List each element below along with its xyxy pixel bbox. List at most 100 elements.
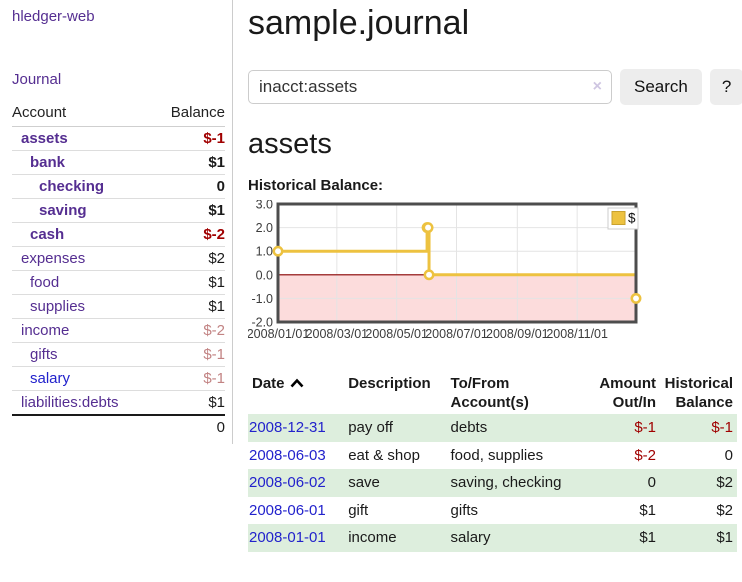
balance-chart-svg: $3.0 2.0 1.0 0.0 -1.0 -2.02008/01/012008/03/0… [247, 197, 642, 341]
accounts-total-row: 0 [12, 414, 225, 439]
date-cell: 2008-06-02 [248, 469, 344, 497]
sidebar-account-row: salary $-1 [12, 366, 225, 391]
register-column-header-balance: Historical Balance [660, 372, 737, 414]
sidebar-account-row: food $1 [12, 270, 225, 295]
account-name-cell: cash [12, 222, 154, 247]
accounts-cell: food, supplies [450, 446, 544, 464]
account-page-title: assets [248, 128, 332, 161]
sidebar-account-row: supplies $1 [12, 294, 225, 319]
app-layout: hledger-web Journal Account Balance asse… [0, 0, 742, 552]
description-cell: eat & shop [348, 446, 420, 464]
sidebar-account-link[interactable]: liabilities:debts [21, 394, 119, 411]
register-column-header-date[interactable]: Date [248, 372, 344, 414]
transaction-date-link[interactable]: 2008-12-31 [249, 419, 326, 437]
svg-text:-1.0: -1.0 [251, 292, 273, 306]
column-header-label: Account(s) [450, 394, 529, 412]
sidebar-account-row: expenses $2 [12, 246, 225, 271]
sidebar-account-link[interactable]: gifts [30, 346, 58, 363]
register-table: Date Description To/From Account(s) Amount Ou… [248, 372, 737, 552]
search-input[interactable] [248, 70, 612, 105]
balance-cell: 0 [724, 446, 733, 464]
account-balance-value: $-2 [153, 318, 225, 343]
amount-cell: $-1 [634, 419, 656, 437]
table-row: 2008-12-31 pay off debts $-1 $-1 [248, 414, 737, 442]
svg-text:2008/05/01: 2008/05/01 [365, 327, 428, 341]
chart-label: Historical Balance: [248, 176, 384, 194]
account-balance-value: $1 [153, 270, 225, 295]
sidebar-account-row: saving $1 [12, 198, 225, 223]
sidebar-account-link[interactable]: cash [30, 226, 65, 243]
amount-cell: $1 [639, 501, 656, 519]
sidebar-account-row: bank $1 [12, 150, 225, 175]
date-cell: 2008-12-31 [248, 414, 344, 442]
sidebar-item-journal[interactable]: Journal [12, 71, 62, 88]
column-header-label: Description [348, 374, 431, 392]
transaction-date-link[interactable]: 2008-06-03 [249, 446, 326, 464]
search-form: × Search ? [248, 69, 742, 106]
sidebar-account-link[interactable]: bank [30, 154, 66, 171]
accounts-header-row: Account Balance [12, 102, 225, 127]
account-name-cell: assets [12, 126, 154, 151]
amount-cell: $1 [639, 529, 656, 547]
sidebar-account-link[interactable]: supplies [30, 298, 86, 315]
description-cell: gift [348, 501, 369, 519]
account-name-cell: saving [12, 198, 154, 223]
date-cell: 2008-06-03 [248, 442, 344, 470]
table-row: 2008-06-03 eat & shop food, supplies $-2 0 [248, 442, 737, 470]
sidebar-account-link[interactable]: checking [39, 178, 105, 195]
accounts-total-value: 0 [153, 414, 225, 439]
sidebar-account-link[interactable]: income [21, 322, 70, 339]
transaction-date-link[interactable]: 2008-06-02 [249, 474, 326, 492]
table-row: 2008-01-01 income salary $1 $1 [248, 524, 737, 552]
svg-text:-2.0: -2.0 [251, 315, 273, 329]
svg-text:2.0: 2.0 [256, 221, 273, 235]
balance-column-header: Balance [153, 102, 225, 127]
date-cell: 2008-06-01 [248, 497, 344, 525]
sidebar-account-link[interactable]: salary [30, 370, 71, 387]
account-name-cell: expenses [12, 246, 154, 271]
register-column-header-accounts: To/From Account(s) [447, 372, 583, 414]
account-name-cell: income [12, 318, 154, 343]
svg-text:2008/01/01: 2008/01/01 [248, 327, 309, 341]
account-name-cell: supplies [12, 294, 154, 319]
svg-text:2008/09/01: 2008/09/01 [486, 327, 549, 341]
svg-text:$: $ [628, 210, 636, 225]
sidebar-account-link[interactable]: saving [39, 202, 87, 219]
sidebar-account-link[interactable]: assets [21, 130, 68, 147]
sidebar: hledger-web Journal Account Balance asse… [0, 0, 233, 444]
column-header-label: Balance [675, 394, 733, 412]
balance-cell: $1 [716, 529, 733, 547]
account-column-header: Account [12, 102, 154, 127]
total-spacer [12, 414, 154, 439]
register-column-header-description: Description [344, 372, 446, 414]
search-button[interactable]: Search [620, 69, 702, 106]
column-header-label: Historical [664, 374, 733, 392]
amount-cell: $-2 [634, 446, 656, 464]
transaction-date-link[interactable]: 2008-01-01 [249, 529, 326, 547]
sort-ascending-icon [290, 378, 303, 388]
svg-text:2008/07/01: 2008/07/01 [425, 327, 488, 341]
account-balance-value: $-1 [153, 366, 225, 391]
register-column-header-amount: Amount Out/In [583, 372, 660, 414]
clear-search-icon[interactable]: × [592, 78, 602, 96]
sidebar-account-row: assets $-1 [12, 126, 225, 151]
sidebar-account-row: income $-2 [12, 318, 225, 343]
description-cell: income [348, 529, 397, 547]
account-balance-value: $1 [153, 294, 225, 319]
sidebar-account-link[interactable]: food [30, 274, 60, 291]
column-header-label: To/From [450, 374, 510, 392]
transaction-date-link[interactable]: 2008-06-01 [249, 501, 326, 519]
account-name-cell: bank [12, 150, 154, 175]
description-cell: pay off [348, 419, 393, 437]
accounts-cell: saving, checking [450, 474, 562, 492]
account-balance-value: $-1 [153, 342, 225, 367]
account-balance-value: $-2 [153, 222, 225, 247]
svg-text:2008/11/01: 2008/11/01 [546, 327, 608, 341]
table-row: 2008-06-02 save saving, checking 0 $2 [248, 469, 737, 497]
account-balance-value: $1 [153, 150, 225, 175]
sidebar-account-link[interactable]: expenses [21, 250, 86, 267]
table-row: 2008-06-01 gift gifts $1 $2 [248, 497, 737, 525]
help-button[interactable]: ? [709, 69, 742, 106]
account-name-cell: liabilities:debts [12, 390, 154, 416]
app-title-link[interactable]: hledger-web [12, 8, 95, 25]
